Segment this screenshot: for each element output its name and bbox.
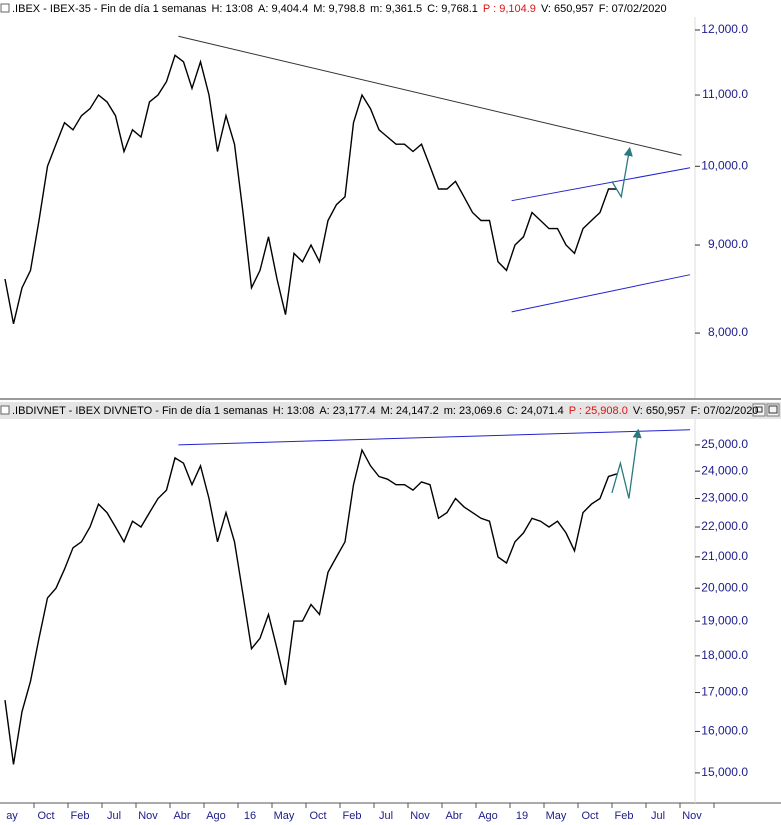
pane-header: .IBEX - IBEX-35 - Fin de día 1 semanas H:… (12, 3, 667, 15)
x-tick-label: May (274, 810, 295, 822)
y-tick-label: 10,000.0 (701, 158, 748, 172)
x-tick-label: Abr (445, 810, 462, 822)
pane-header: .IBDIVNET - IBEX DIVNETO - Fin de día 1 … (12, 405, 759, 417)
y-tick-label: 23,000.0 (701, 491, 748, 505)
price-line (4, 448, 618, 765)
x-tick-label: May (546, 810, 567, 822)
header-field: P : 25,908.0 (569, 405, 628, 417)
x-tick-label: Oct (309, 810, 326, 822)
x-tick-label: Ago (206, 810, 226, 822)
header-field: A: 23,177.4 (319, 405, 375, 417)
trendline (178, 429, 691, 446)
header-field: M: 9,798.8 (313, 3, 365, 15)
y-tick-label: 9,000.0 (708, 237, 748, 251)
y-tick-label: 19,000.0 (701, 613, 748, 627)
header-field: C: 9,768.1 (427, 3, 478, 15)
trendline (178, 35, 682, 156)
y-tick-label: 15,000.0 (701, 765, 748, 779)
x-tick-label: Oct (581, 810, 598, 822)
top-header-bar (0, 0, 781, 17)
x-tick-label: Nov (138, 810, 158, 822)
header-field: F: 07/02/2020 (599, 3, 667, 15)
y-tick-label: 22,000.0 (701, 519, 748, 533)
header-field: C: 24,071.4 (507, 405, 564, 417)
header-title: .IBDIVNET - IBEX DIVNETO - Fin de día 1 … (12, 405, 268, 417)
y-tick-label: 25,000.0 (701, 437, 748, 451)
header-title: .IBEX - IBEX-35 - Fin de día 1 semanas (12, 3, 207, 15)
x-tick-label: ay (6, 810, 18, 822)
y-tick-label: 11,000.0 (702, 87, 748, 101)
y-tick-label: 16,000.0 (701, 724, 748, 738)
header-field: P : 9,104.9 (483, 3, 536, 15)
restore-icon (755, 406, 763, 413)
y-tick-label: 12,000.0 (701, 22, 748, 36)
maximize-icon (768, 405, 778, 414)
projection-arrow (611, 146, 633, 199)
price-line (4, 54, 617, 324)
y-tick-label: 8,000.0 (708, 325, 748, 339)
x-tick-label: 19 (516, 810, 528, 822)
trendline (511, 274, 691, 313)
header-field: F: 07/02/2020 (691, 405, 759, 417)
header-field: M: 24,147.2 (381, 405, 439, 417)
header-field: H: 13:08 (211, 3, 253, 15)
pane-icon (0, 3, 10, 13)
x-tick-label: Feb (615, 810, 634, 822)
header-field: m: 23,069.6 (444, 405, 502, 417)
x-tick-label: 16 (244, 810, 256, 822)
projection-arrow (611, 428, 642, 499)
pane-icon (0, 405, 10, 415)
bottom-header-bar (0, 402, 781, 419)
x-tick-label: Feb (343, 810, 362, 822)
x-tick-label: Oct (37, 810, 54, 822)
header-field: V: 650,957 (633, 405, 686, 417)
x-tick-label: Feb (71, 810, 90, 822)
y-tick-label: 24,000.0 (701, 463, 748, 477)
x-tick-label: Nov (410, 810, 430, 822)
x-tick-label: Ago (478, 810, 498, 822)
pane-separator (0, 398, 781, 400)
header-field: V: 650,957 (541, 3, 594, 15)
x-tick-label: Jul (651, 810, 665, 822)
y-tick-label: 21,000.0 (701, 549, 748, 563)
trendline (511, 167, 691, 202)
y-tick-label: 20,000.0 (701, 580, 748, 594)
header-field: A: 9,404.4 (258, 3, 308, 15)
x-tick-label: Nov (682, 810, 702, 822)
y-tick-label: 18,000.0 (701, 648, 748, 662)
header-field: m: 9,361.5 (370, 3, 422, 15)
x-tick-label: Jul (379, 810, 393, 822)
y-tick-label: 17,000.0 (701, 685, 748, 699)
header-field: H: 13:08 (273, 405, 315, 417)
x-tick-label: Abr (173, 810, 190, 822)
x-tick-label: Jul (107, 810, 121, 822)
